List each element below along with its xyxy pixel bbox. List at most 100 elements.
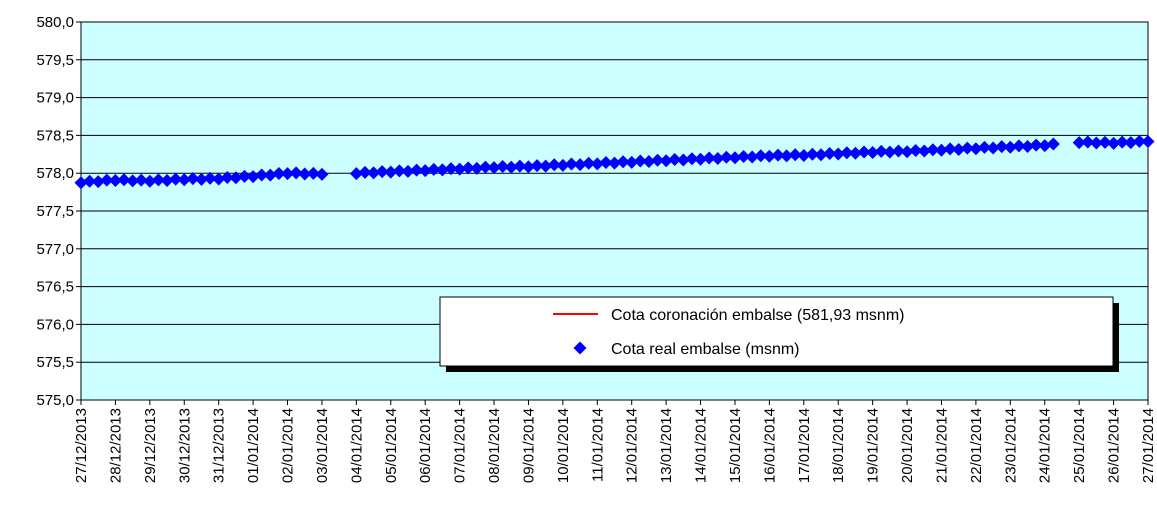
x-tick-label: 28/12/2013 [107,408,124,483]
data-point [642,155,656,169]
legend-label-real: Cota real embalse (msnm) [611,341,800,358]
x-tick-label: 07/01/2014 [452,408,469,483]
data-point [1124,136,1138,150]
x-tick-label: 30/12/2013 [176,408,193,483]
data-point [556,158,570,172]
data-point [392,164,406,178]
x-tick-label: 24/01/2014 [1037,408,1054,483]
data-point [375,165,389,179]
data-point [186,172,200,186]
data-point [745,150,759,164]
data-point [298,167,312,181]
data-point [676,153,690,167]
data-point [263,168,277,182]
data-point [212,172,226,186]
x-tick-label: 14/01/2014 [693,408,710,483]
x-tick-label: 10/01/2014 [555,408,572,483]
data-point [547,158,561,172]
data-point [866,145,880,159]
data-point [762,149,776,163]
data-point [1089,136,1103,150]
x-tick-label: 22/01/2014 [968,408,985,483]
data-point [874,144,888,158]
data-point [453,162,467,176]
data-point [633,154,647,168]
data-point [900,145,914,159]
data-point [719,150,733,164]
data-point [1072,136,1086,150]
data-point [651,153,665,167]
data-point [203,171,217,185]
data-point [831,147,845,161]
data-point [668,153,682,167]
x-tick-label: 03/01/2014 [314,408,331,483]
data-point [909,143,923,157]
data-point [177,173,191,187]
data-point [418,164,432,178]
data-point [504,160,518,174]
data-point [401,164,415,178]
y-tick-label: 579,0 [36,90,74,107]
data-point [1098,135,1112,149]
data-point [754,149,768,163]
data-point [1115,135,1129,149]
data-point [1132,134,1146,148]
data-point [582,156,596,170]
y-tick-label: 575,0 [36,392,74,409]
data-point [237,169,251,183]
data-point [160,173,174,187]
x-tick-label: 16/01/2014 [761,408,778,483]
data-point [349,167,363,181]
data-point [521,160,535,174]
data-point [848,146,862,160]
data-point [100,173,114,187]
data-point [694,152,708,166]
x-tick-label: 27/12/2013 [73,408,90,483]
data-point [608,156,621,170]
legend-diamond-swatch [573,341,587,355]
data-point [702,151,716,165]
data-point [358,165,372,179]
data-point [470,161,484,175]
y-tick-label: 577,5 [36,203,74,220]
data-point [943,142,957,156]
data-point [625,155,639,169]
data-point [513,159,527,173]
data-point [1029,138,1043,152]
data-point [814,148,828,162]
data-point [1141,134,1155,148]
data-point [891,144,905,158]
x-tick-label: 08/01/2014 [486,408,503,483]
legend-label-crest: Cota coronación embalse (581,93 msnm) [611,307,904,324]
data-point [952,142,966,156]
data-point [573,158,587,172]
data-point [143,174,157,188]
data-point [590,157,604,171]
x-tick-label: 26/01/2014 [1106,408,1123,483]
y-tick-label: 579,5 [36,52,74,69]
y-tick-label: 576,0 [36,316,74,333]
data-point [995,140,1009,154]
x-tick-label: 04/01/2014 [348,408,365,483]
data-point [986,141,1000,155]
data-point [978,140,992,154]
data-point [969,142,983,156]
data-point [246,170,260,184]
x-tick-label: 20/01/2014 [899,408,916,483]
y-tick-label: 577,0 [36,241,74,258]
x-tick-label: 29/12/2013 [142,408,159,483]
data-point [108,173,122,187]
data-point [384,165,398,179]
data-point [599,156,613,170]
data-point [1003,140,1017,154]
data-point [229,171,243,185]
x-tick-label: 15/01/2014 [727,408,744,483]
data-point [91,175,105,189]
data-point [926,143,940,157]
data-point [289,166,303,180]
x-tick-label: 19/01/2014 [865,408,882,483]
data-point [272,167,286,181]
x-tick-label: 09/01/2014 [520,408,537,483]
data-point [1046,137,1060,151]
